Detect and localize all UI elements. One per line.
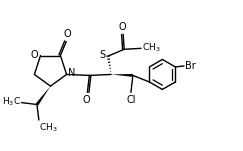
Text: O: O	[118, 22, 126, 32]
Polygon shape	[111, 74, 133, 77]
Text: CH$_3$: CH$_3$	[39, 122, 58, 134]
Text: H$_3$C: H$_3$C	[2, 96, 21, 108]
Polygon shape	[36, 86, 51, 105]
Text: N: N	[68, 68, 75, 79]
Text: S: S	[100, 50, 106, 60]
Text: O: O	[83, 95, 90, 105]
Text: Cl: Cl	[126, 95, 136, 105]
Text: O: O	[30, 50, 38, 59]
Text: Br: Br	[184, 61, 195, 71]
Text: O: O	[63, 29, 71, 39]
Text: CH$_3$: CH$_3$	[142, 42, 160, 54]
